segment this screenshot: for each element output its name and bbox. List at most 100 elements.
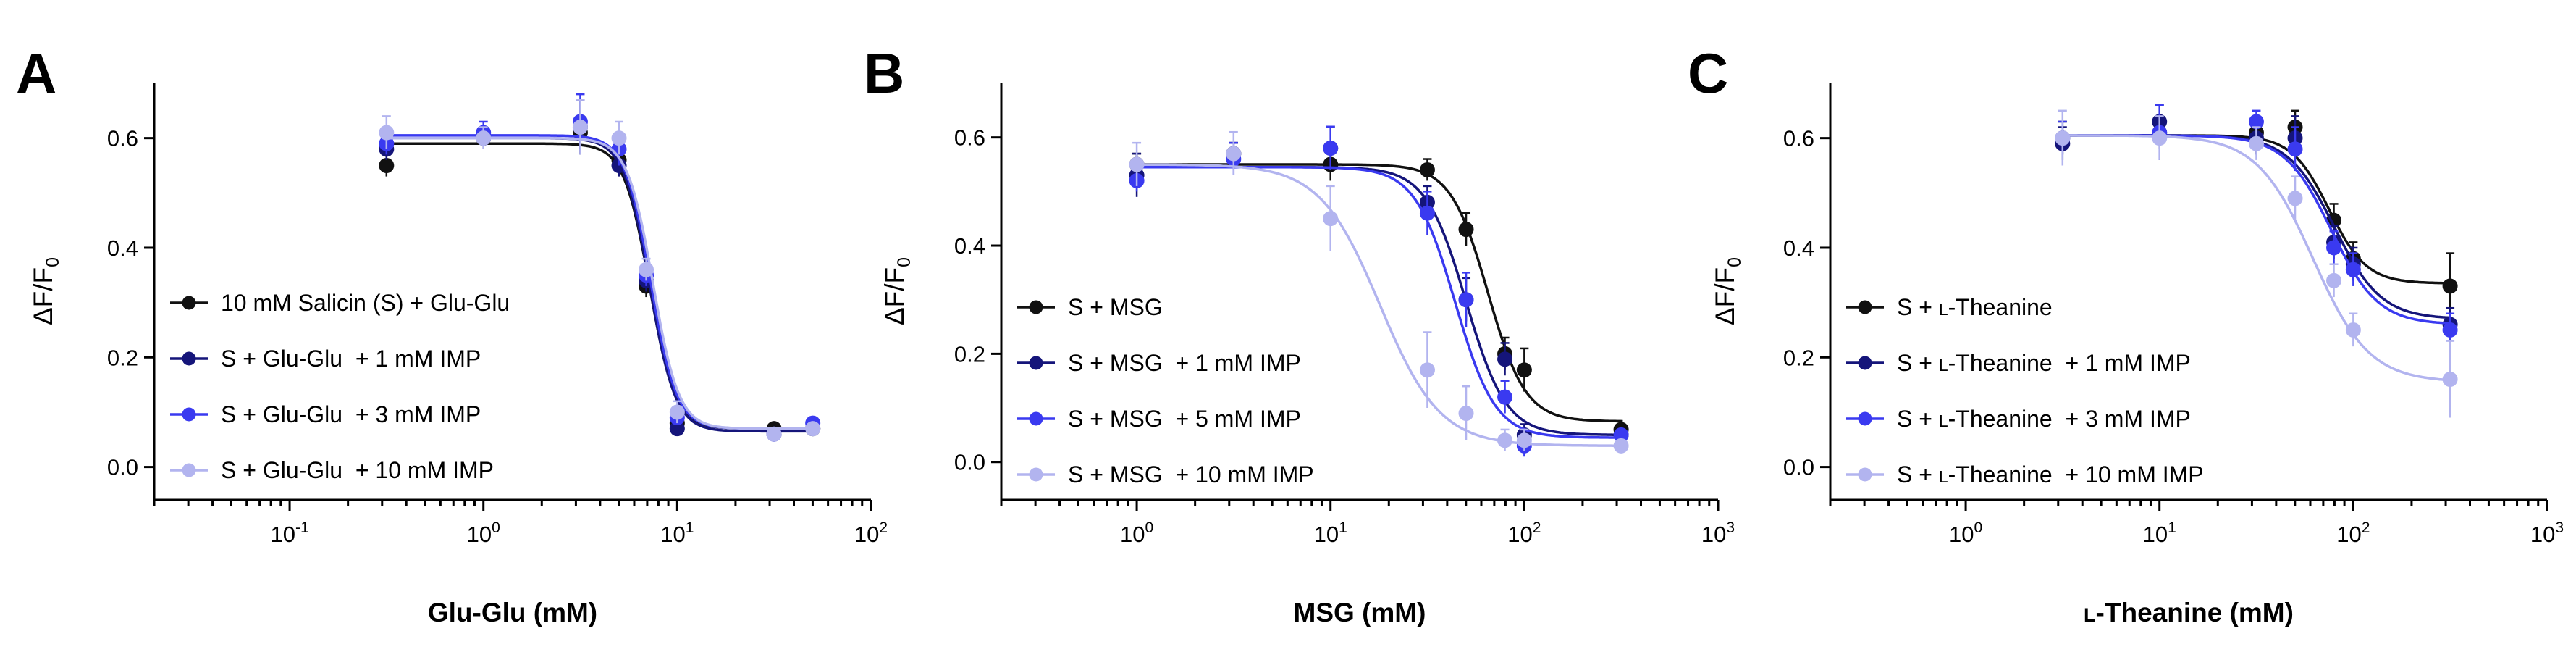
data-point xyxy=(572,120,588,135)
data-point xyxy=(1419,162,1435,177)
x-tick-label: 10-1 xyxy=(270,519,308,547)
data-point xyxy=(2442,372,2458,388)
legend-marker xyxy=(1029,467,1043,482)
data-point xyxy=(2326,240,2342,256)
fit-curve xyxy=(384,134,815,430)
y-axis-label: ΔF/F0 xyxy=(1710,257,1745,325)
x-axis-label: L-Theanine (mM) xyxy=(2084,598,2294,627)
chart-panel-a: A 0.0 0.2 0.4 0.6 10-1 100 101 102 Glu-Glu (mM) ΔF… xyxy=(16,41,888,627)
legend-label: S + L-Theanine + 3 mM IMP xyxy=(1897,406,2191,432)
data-point xyxy=(1613,438,1629,454)
y-tick-label: 0.0 xyxy=(1783,455,1814,480)
x-tick-label: 100 xyxy=(1120,519,1153,547)
data-point xyxy=(2055,130,2071,146)
data-point xyxy=(805,421,821,437)
data-point xyxy=(476,130,492,146)
fit-curve xyxy=(384,142,815,430)
data-point xyxy=(766,426,782,442)
data-point xyxy=(2248,135,2264,151)
legend-marker xyxy=(182,296,196,310)
series-4 xyxy=(379,99,821,442)
chart-panel-b: B 0.0 0.2 0.4 0.6 100 101 102 103 MSG (mM) ΔF/F0 S … xyxy=(864,41,1735,627)
data-point xyxy=(1226,146,1242,162)
panel-letter: C xyxy=(1688,41,1728,105)
data-point xyxy=(1419,362,1435,378)
data-point xyxy=(379,125,395,141)
legend-marker xyxy=(1858,300,1872,314)
series-3 xyxy=(1129,125,1629,457)
data-point xyxy=(669,421,685,437)
x-tick-label: 101 xyxy=(2143,519,2176,547)
legend-label: S + L-Theanine + 10 mM IMP xyxy=(1897,461,2204,488)
y-axis-label: ΔF/F0 xyxy=(880,257,914,325)
data-point xyxy=(2326,272,2342,288)
data-point xyxy=(669,404,685,420)
x-axis-label: MSG (mM) xyxy=(1294,598,1426,627)
legend-marker xyxy=(1858,356,1872,370)
legend: 10 mM Salicin (S) + Glu-Glu S + Glu-Glu +… xyxy=(170,290,510,483)
panel-letter: A xyxy=(16,41,56,105)
series-2 xyxy=(379,99,821,442)
data-point xyxy=(639,262,654,277)
legend: S + L-Theanine S + L-Theanine + 1 mM IMP S… xyxy=(1846,294,2204,488)
x-axis-label: Glu-Glu (mM) xyxy=(428,598,597,627)
y-tick-label: 0.2 xyxy=(1783,345,1814,370)
series-4 xyxy=(1129,130,1629,454)
data-point xyxy=(1613,427,1629,443)
data-point xyxy=(2248,114,2264,130)
data-point xyxy=(1497,389,1513,405)
data-point xyxy=(1458,406,1474,422)
legend-marker xyxy=(1029,411,1043,426)
chart-panel-c: C 0.0 0.2 0.4 0.6 100 101 102 103 L-Theanine (mM)… xyxy=(1688,41,2564,627)
y-axis-label: ΔF/F0 xyxy=(28,257,63,325)
data-point xyxy=(1497,432,1513,448)
series-3 xyxy=(379,93,821,442)
data-point xyxy=(2152,130,2168,146)
data-point xyxy=(2442,278,2458,294)
fit-curve xyxy=(1134,165,1623,439)
data-point xyxy=(2287,141,2303,157)
series-1 xyxy=(379,115,821,437)
legend-label: S + MSG + 10 mM IMP xyxy=(1068,461,1314,488)
fit-curve xyxy=(1134,163,1623,423)
x-tick-label: 100 xyxy=(1949,519,1982,547)
data-point xyxy=(1516,432,1532,448)
fit-curve xyxy=(384,136,815,430)
y-tick-label: 0.4 xyxy=(1783,235,1814,261)
legend-marker xyxy=(1858,411,1872,426)
data-point xyxy=(1419,205,1435,221)
y-tick-label: 0.6 xyxy=(954,125,985,151)
data-point xyxy=(1458,292,1474,308)
data-point xyxy=(379,157,395,173)
legend-label: S + MSG + 1 mM IMP xyxy=(1068,350,1301,376)
x-tick-label: 100 xyxy=(467,519,500,547)
legend-marker xyxy=(182,463,196,477)
legend-label: S + L-Theanine + 1 mM IMP xyxy=(1897,350,2191,376)
legend-label: S + Glu-Glu + 1 mM IMP xyxy=(221,346,481,372)
fit-curve xyxy=(384,136,815,433)
fit-curve xyxy=(1134,163,1623,447)
data-point xyxy=(1323,141,1339,156)
legend-label: S + MSG xyxy=(1068,294,1163,320)
legend-label: 10 mM Salicin (S) + Glu-Glu xyxy=(221,290,510,316)
x-tick-label: 102 xyxy=(854,519,888,547)
legend-marker xyxy=(182,351,196,366)
series-2 xyxy=(1129,125,1629,446)
y-tick-label: 0.2 xyxy=(107,345,138,370)
legend-marker xyxy=(182,407,196,422)
data-point xyxy=(1323,211,1339,227)
y-tick-label: 0.0 xyxy=(107,455,138,480)
y-tick-label: 0.4 xyxy=(954,233,985,259)
data-point xyxy=(2345,262,2361,277)
data-point xyxy=(2442,322,2458,338)
legend-label: S + MSG + 5 mM IMP xyxy=(1068,406,1301,432)
legend-label: S + Glu-Glu + 10 mM IMP xyxy=(221,457,494,483)
data-point xyxy=(2345,322,2361,338)
x-tick-label: 102 xyxy=(1507,519,1541,547)
y-tick-label: 0.4 xyxy=(107,235,138,261)
y-tick-label: 0.0 xyxy=(954,450,985,475)
data-point xyxy=(2287,191,2303,206)
x-tick-label: 101 xyxy=(1314,519,1347,547)
data-point xyxy=(1458,222,1474,238)
